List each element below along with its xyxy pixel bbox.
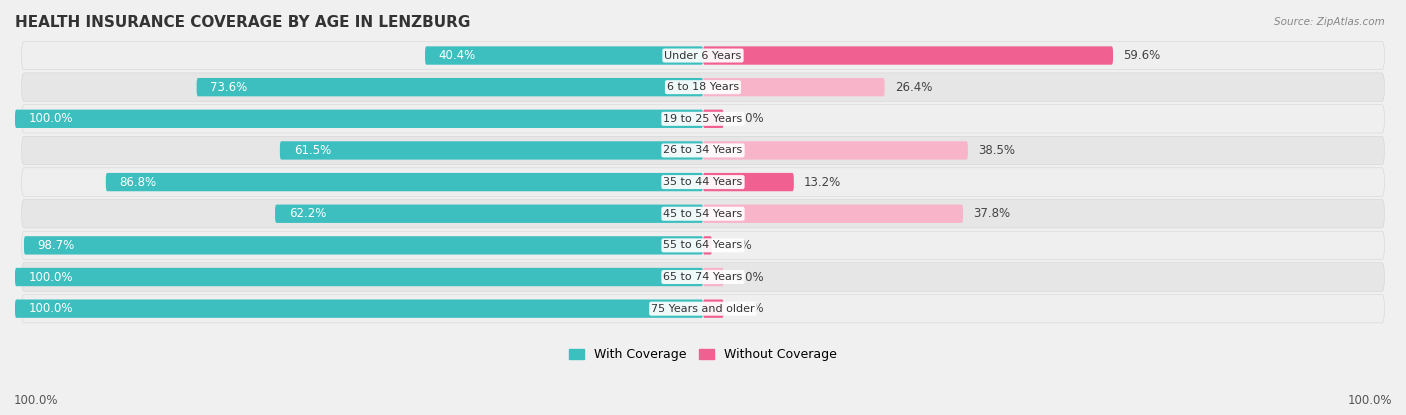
FancyBboxPatch shape <box>425 46 703 65</box>
FancyBboxPatch shape <box>21 231 1385 260</box>
Text: 19 to 25 Years: 19 to 25 Years <box>664 114 742 124</box>
FancyBboxPatch shape <box>15 110 703 128</box>
FancyBboxPatch shape <box>21 73 1385 101</box>
Text: 0.0%: 0.0% <box>734 112 763 125</box>
Text: 26 to 34 Years: 26 to 34 Years <box>664 145 742 156</box>
Text: 13.2%: 13.2% <box>804 176 841 188</box>
Text: 100.0%: 100.0% <box>14 394 59 407</box>
Text: 65 to 74 Years: 65 to 74 Years <box>664 272 742 282</box>
FancyBboxPatch shape <box>276 205 703 223</box>
Text: 55 to 64 Years: 55 to 64 Years <box>664 240 742 250</box>
FancyBboxPatch shape <box>703 78 884 96</box>
Text: Source: ZipAtlas.com: Source: ZipAtlas.com <box>1274 17 1385 27</box>
FancyBboxPatch shape <box>703 268 724 286</box>
Legend: With Coverage, Without Coverage: With Coverage, Without Coverage <box>564 343 842 366</box>
FancyBboxPatch shape <box>703 300 724 318</box>
FancyBboxPatch shape <box>21 294 1385 323</box>
FancyBboxPatch shape <box>21 200 1385 228</box>
FancyBboxPatch shape <box>703 141 967 160</box>
Text: 26.4%: 26.4% <box>896 81 932 94</box>
Text: 45 to 54 Years: 45 to 54 Years <box>664 209 742 219</box>
Text: Under 6 Years: Under 6 Years <box>665 51 741 61</box>
FancyBboxPatch shape <box>703 236 711 254</box>
Text: 100.0%: 100.0% <box>28 302 73 315</box>
FancyBboxPatch shape <box>703 205 963 223</box>
FancyBboxPatch shape <box>703 46 1114 65</box>
FancyBboxPatch shape <box>21 105 1385 133</box>
Text: 61.5%: 61.5% <box>294 144 330 157</box>
FancyBboxPatch shape <box>21 136 1385 165</box>
Text: 100.0%: 100.0% <box>28 112 73 125</box>
FancyBboxPatch shape <box>105 173 703 191</box>
FancyBboxPatch shape <box>15 268 703 286</box>
FancyBboxPatch shape <box>24 236 703 254</box>
FancyBboxPatch shape <box>15 300 703 318</box>
Text: 0.0%: 0.0% <box>734 302 763 315</box>
Text: 62.2%: 62.2% <box>288 207 326 220</box>
Text: 0.0%: 0.0% <box>734 271 763 283</box>
Text: 1.3%: 1.3% <box>723 239 752 252</box>
Text: 98.7%: 98.7% <box>38 239 75 252</box>
FancyBboxPatch shape <box>703 110 724 128</box>
FancyBboxPatch shape <box>280 141 703 160</box>
Text: 40.4%: 40.4% <box>439 49 477 62</box>
Text: 59.6%: 59.6% <box>1123 49 1160 62</box>
Text: 86.8%: 86.8% <box>120 176 156 188</box>
Text: 100.0%: 100.0% <box>1347 394 1392 407</box>
FancyBboxPatch shape <box>21 41 1385 70</box>
Text: 35 to 44 Years: 35 to 44 Years <box>664 177 742 187</box>
FancyBboxPatch shape <box>703 173 794 191</box>
Text: HEALTH INSURANCE COVERAGE BY AGE IN LENZBURG: HEALTH INSURANCE COVERAGE BY AGE IN LENZ… <box>15 15 471 30</box>
FancyBboxPatch shape <box>21 168 1385 196</box>
Text: 38.5%: 38.5% <box>979 144 1015 157</box>
Text: 6 to 18 Years: 6 to 18 Years <box>666 82 740 92</box>
Text: 100.0%: 100.0% <box>28 271 73 283</box>
Text: 37.8%: 37.8% <box>973 207 1011 220</box>
Text: 73.6%: 73.6% <box>211 81 247 94</box>
FancyBboxPatch shape <box>21 263 1385 291</box>
FancyBboxPatch shape <box>197 78 703 96</box>
Text: 75 Years and older: 75 Years and older <box>651 304 755 314</box>
